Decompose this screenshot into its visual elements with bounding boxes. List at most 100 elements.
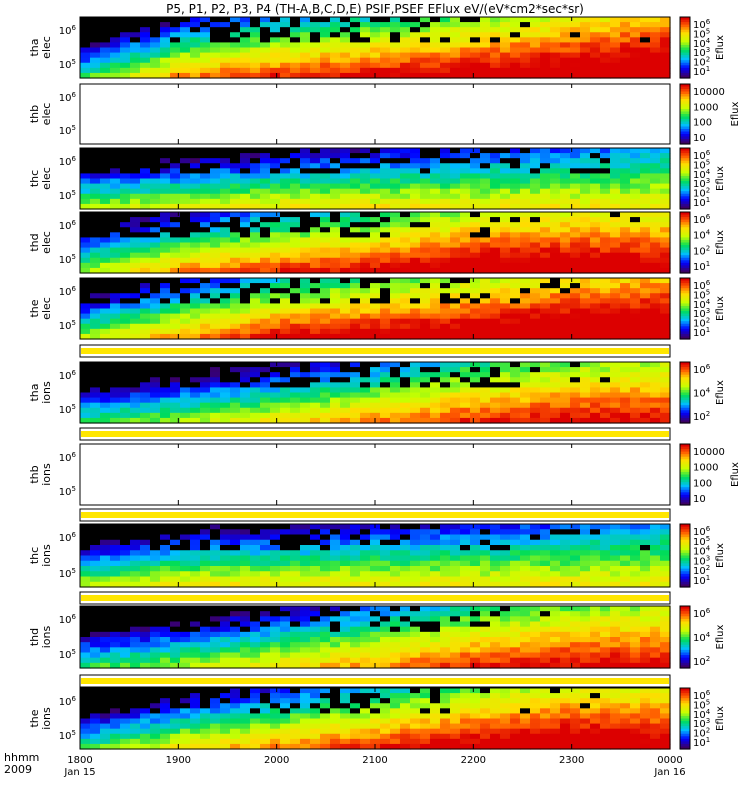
heatmap-cell (300, 158, 311, 164)
heatmap-cell (590, 417, 601, 424)
heatmap-cell (400, 298, 411, 305)
heatmap-cell (80, 397, 91, 404)
y-tick-label: 105 (59, 567, 76, 580)
heatmap-cell (600, 257, 611, 264)
heatmap-cell (120, 283, 131, 289)
heatmap-cell (570, 571, 581, 578)
heatmap-cell (140, 203, 151, 210)
heatmap-cell (420, 328, 431, 335)
heatmap-cell (90, 576, 101, 583)
heatmap-cell (620, 67, 631, 74)
colorbar-segment (680, 407, 690, 411)
heatmap-cell (380, 308, 391, 315)
heatmap-cell (580, 168, 591, 175)
heatmap-cell (370, 576, 381, 583)
heatmap-cell (280, 377, 291, 383)
colorbar-segment (680, 188, 690, 192)
heatmap-cell (300, 193, 311, 200)
heatmap-cell (490, 158, 501, 164)
heatmap-cell (200, 621, 211, 628)
heatmap-cell (500, 247, 511, 254)
heatmap-cell (160, 606, 171, 612)
heatmap-cell (580, 576, 591, 583)
heatmap-cell (600, 67, 611, 74)
heatmap-cell (650, 303, 661, 310)
heatmap-cell (150, 560, 161, 567)
colorbar-tick-label: 101 (693, 196, 710, 209)
heatmap-cell (250, 387, 261, 394)
heatmap-cell (130, 57, 141, 64)
heatmap-cell (120, 529, 131, 536)
heatmap-cell (200, 611, 211, 617)
heatmap-cell (210, 252, 221, 259)
heatmap-cell (580, 550, 591, 557)
heatmap-cell (340, 72, 351, 79)
colorbar-segment (680, 290, 690, 294)
heatmap-cell (460, 362, 471, 368)
heatmap-cell (90, 611, 101, 617)
heatmap-cell (340, 278, 351, 284)
heatmap-cell (280, 283, 291, 289)
heatmap-cell (520, 278, 531, 284)
heatmap-cell (320, 267, 331, 274)
heatmap-cell (170, 581, 181, 588)
heatmap-cell (340, 529, 351, 536)
heatmap-cell (320, 62, 331, 69)
heatmap-cell (530, 217, 541, 223)
heatmap-cell (170, 22, 181, 28)
heatmap-cell (460, 257, 471, 264)
heatmap-cell (580, 560, 591, 567)
heatmap-cell (260, 173, 271, 180)
heatmap-cell (140, 212, 151, 218)
heatmap-cell (280, 328, 291, 335)
heatmap-cell (220, 397, 231, 404)
heatmap-cell (280, 534, 291, 541)
heatmap-cell (500, 168, 511, 175)
heatmap-cell (160, 62, 171, 69)
heatmap-cell (620, 581, 631, 588)
heatmap-cell (150, 72, 161, 79)
heatmap-cell (420, 57, 431, 64)
heatmap-cell (270, 237, 281, 244)
heatmap-cell (300, 178, 311, 185)
heatmap-cell (240, 67, 251, 74)
heatmap-cell (530, 67, 541, 74)
heatmap-cell (220, 377, 231, 383)
heatmap-cell (620, 392, 631, 399)
heatmap-cell (350, 283, 361, 289)
heatmap-cell (270, 611, 281, 617)
heatmap-cell (150, 293, 161, 299)
heatmap-cell (490, 283, 501, 289)
heatmap-cell (180, 293, 191, 299)
heatmap-cell (80, 193, 91, 200)
heatmap-cell (220, 227, 231, 233)
heatmap-cell (180, 362, 191, 368)
heatmap-cell (440, 168, 451, 175)
heatmap-cell (310, 217, 321, 223)
heatmap-cell (220, 47, 231, 54)
heatmap-cell (230, 188, 241, 195)
heatmap-cell (630, 555, 641, 562)
heatmap-cell (100, 647, 111, 654)
heatmap-cell (210, 387, 221, 394)
heatmap-cell (620, 158, 631, 164)
heatmap-cell (260, 657, 271, 664)
heatmap-cell (100, 534, 111, 541)
heatmap-cell (400, 417, 411, 424)
heatmap-cell (520, 262, 531, 269)
heatmap-cell (470, 158, 481, 164)
heatmap-cell (150, 529, 161, 536)
heatmap-cell (410, 67, 421, 74)
heatmap-cell (170, 362, 181, 368)
heatmap-cell (350, 303, 361, 310)
heatmap-cell (220, 362, 231, 368)
heatmap-cell (420, 402, 431, 409)
heatmap-cell (350, 308, 361, 315)
heatmap-cell (90, 262, 101, 269)
heatmap-cell (330, 412, 341, 419)
heatmap-cell (440, 217, 451, 223)
heatmap-cell (230, 72, 241, 79)
heatmap-cell (180, 62, 191, 69)
heatmap-cell (370, 227, 381, 233)
heatmap-cell (230, 333, 241, 340)
